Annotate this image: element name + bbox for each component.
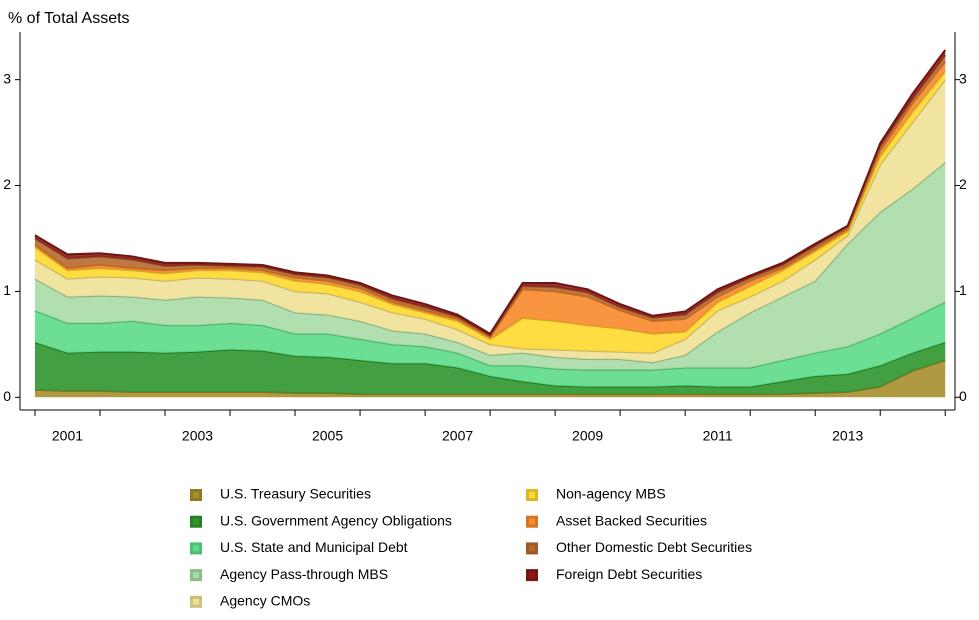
legend-swatch-fill: [193, 492, 199, 498]
legend-swatch-fill: [193, 598, 199, 605]
area: [34, 360, 946, 398]
area: [34, 342, 946, 395]
plot-area: [34, 49, 947, 398]
legend-swatch-fill: [529, 518, 535, 525]
y-axis-title: % of Total Assets: [8, 10, 130, 27]
y-tick-label-right: 0: [959, 388, 967, 404]
axes: 0 0 1 1 2 2 3 3 2001 2003 2005 2007 2009 2011 2013: [3, 70, 967, 443]
legend-swatch-fill: [193, 572, 199, 579]
legend-label: U.S. State and Municipal Debt: [220, 539, 408, 555]
y-tick-label-right: 3: [959, 70, 967, 86]
x-tick-label: 2009: [572, 428, 603, 444]
area: [34, 302, 946, 387]
legend-label: Other Domestic Debt Securities: [556, 539, 752, 555]
legend-label: Agency CMOs: [220, 593, 310, 609]
y-tick-label-right: 2: [959, 176, 967, 192]
x-tick-label: 2013: [832, 428, 863, 444]
legend-label: Foreign Debt Securities: [556, 566, 702, 582]
area-edge: [34, 79, 947, 354]
area: [34, 79, 946, 363]
legend-label: U.S. Treasury Securities: [220, 486, 371, 502]
legend-swatch-fill: [529, 545, 535, 552]
legend-swatch-fill: [193, 518, 199, 525]
y-tick-label: 3: [3, 70, 11, 86]
legend-swatch-fill: [529, 492, 535, 498]
y-tick-label: 0: [3, 388, 11, 404]
x-tick-label: 2007: [442, 428, 473, 444]
area: [34, 162, 946, 370]
legend: U.S. Treasury Securities U.S. Government …: [190, 486, 752, 609]
legend-label: U.S. Government Agency Obligations: [220, 512, 452, 528]
legend-label: Asset Backed Securities: [556, 512, 707, 528]
x-tick-label: 2001: [52, 428, 83, 444]
legend-swatch-fill: [193, 545, 199, 552]
x-tick-label: 2005: [312, 428, 343, 444]
y-tick-label: 2: [3, 176, 11, 192]
y-tick-label-right: 1: [959, 282, 967, 298]
x-tick-label: 2011: [703, 428, 733, 444]
legend-swatch-fill: [529, 572, 535, 579]
x-tick-label: 2003: [182, 428, 213, 444]
legend-label: Non-agency MBS: [556, 486, 666, 502]
area-edge: [34, 49, 947, 336]
y-tick-label: 1: [3, 282, 11, 298]
area-edge: [34, 341, 946, 388]
legend-label: Agency Pass-through MBS: [220, 566, 388, 582]
